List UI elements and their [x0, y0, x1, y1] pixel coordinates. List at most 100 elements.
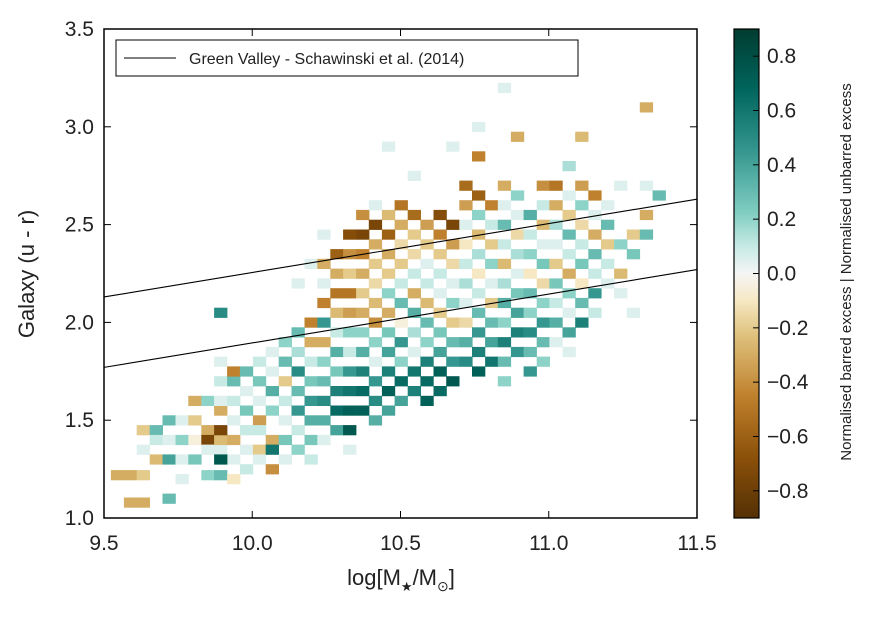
- heatmap-cell: [330, 249, 344, 260]
- heatmap-cell: [317, 356, 331, 367]
- heatmap-cell: [523, 366, 537, 377]
- heatmap-cell: [381, 386, 396, 397]
- heatmap-cell: [536, 297, 550, 309]
- heatmap-cell: [304, 356, 318, 367]
- heatmap-cell: [497, 82, 512, 93]
- green-valley-lines: [103, 198, 698, 368]
- heatmap-cell: [149, 454, 163, 465]
- heatmap-cell: [239, 386, 254, 397]
- heatmap-cell: [394, 395, 408, 406]
- heatmap-cell: [433, 346, 447, 358]
- heatmap-cell: [304, 434, 318, 446]
- y-tick-label: 2.0: [65, 311, 94, 334]
- heatmap-cell: [136, 444, 150, 455]
- heatmap-cell: [575, 180, 589, 191]
- heatmap-cell: [472, 346, 486, 358]
- heatmap-cell: [485, 337, 499, 348]
- heatmap-cell: [149, 434, 163, 446]
- legend-box: [115, 39, 579, 77]
- heatmap-cell: [420, 395, 434, 406]
- heatmap-cell: [459, 278, 473, 289]
- heatmap-cell: [536, 200, 550, 211]
- heatmap-cell: [265, 464, 279, 475]
- heatmap-cell: [510, 268, 525, 279]
- colorbar-tick-label: −0.2: [767, 317, 808, 340]
- heatmap-cell: [368, 376, 383, 387]
- heatmap-cell: [330, 386, 344, 397]
- heatmap-cell: [394, 376, 408, 387]
- heatmap-cell: [459, 200, 473, 211]
- heatmap-cell: [330, 405, 344, 416]
- heatmap-cell: [420, 376, 434, 387]
- heatmap-cell: [614, 288, 628, 299]
- heatmap-cell: [523, 229, 537, 240]
- heatmap-cell: [575, 219, 589, 230]
- heatmap-cell: [407, 209, 421, 221]
- heatmap-cell: [330, 346, 344, 358]
- heatmap-cell: [188, 454, 202, 465]
- heatmap-cell: [201, 470, 215, 481]
- heatmap-cell: [343, 425, 357, 436]
- heatmap-cell: [497, 297, 512, 309]
- heatmap-cell: [162, 415, 176, 426]
- heatmap-cell: [227, 366, 241, 377]
- heatmap-cell: [446, 258, 460, 269]
- heatmap-cell: [459, 317, 473, 328]
- colorbar-label: Normalised barred excess | Normalised un…: [838, 83, 855, 460]
- heatmap-cell: [485, 258, 499, 269]
- heatmap-cell: [343, 327, 357, 338]
- heatmap-cell: [420, 239, 434, 250]
- heatmap-cell: [588, 249, 602, 260]
- heatmap-cell: [562, 229, 576, 240]
- heatmap-cell: [317, 434, 331, 446]
- heatmap-cell: [472, 209, 486, 221]
- heatmap-cell: [162, 434, 176, 446]
- heatmap-cell: [562, 288, 576, 299]
- heatmap-cell: [485, 219, 499, 230]
- x-label-star: ★: [401, 579, 413, 594]
- heatmap-cell: [330, 327, 344, 338]
- heatmap-cell: [227, 434, 241, 446]
- heatmap-cell: [356, 229, 370, 240]
- heatmap-cell: [497, 200, 512, 211]
- heatmap-cell: [265, 366, 279, 377]
- heatmap-cell: [356, 346, 370, 358]
- heatmap-cell: [446, 239, 460, 250]
- heatmap-cell: [549, 337, 563, 348]
- heatmap-cell: [575, 297, 589, 309]
- heatmap-cell: [601, 278, 615, 289]
- heatmap-cell: [175, 454, 189, 465]
- heatmap-cell: [510, 131, 525, 142]
- heatmap-cell: [110, 470, 125, 481]
- heatmap-cell: [381, 268, 396, 279]
- heatmap-cell: [588, 307, 602, 318]
- heatmap-cell: [433, 307, 447, 318]
- x-label-mid: /M: [413, 565, 437, 590]
- heatmap-cell: [330, 425, 344, 436]
- heatmap-cell: [433, 327, 447, 338]
- colorbar: 0.8 0.6 0.4 0.2 0.0 −0.2 −0.4 −0.6 −0.8 Normalis…: [733, 28, 855, 519]
- heatmap-cell: [227, 395, 241, 406]
- heatmap-cell: [588, 288, 602, 299]
- heatmap-cell: [394, 337, 408, 348]
- heatmap-cell: [472, 229, 486, 240]
- x-label-suffix: ]: [449, 565, 455, 590]
- heatmap-cell: [549, 258, 563, 269]
- heatmap-cell: [381, 209, 396, 221]
- heatmap-cell: [472, 307, 486, 318]
- heatmap-cell: [175, 415, 189, 426]
- heatmap-cell: [136, 425, 150, 436]
- heatmap-cell: [472, 151, 486, 162]
- x-axis-label: log[M★/M⊙]: [347, 565, 455, 594]
- heatmap-cell: [523, 268, 537, 279]
- heatmap-cell: [304, 337, 318, 348]
- heatmap-cell: [459, 219, 473, 230]
- heatmap-cell: [304, 258, 318, 269]
- heatmap-cell: [626, 307, 641, 318]
- heatmap-cell: [601, 200, 615, 211]
- heatmap-cell: [343, 405, 357, 416]
- heatmap-cell: [459, 239, 473, 250]
- heatmap-cell: [601, 239, 615, 250]
- heatmap-cell: [291, 327, 305, 338]
